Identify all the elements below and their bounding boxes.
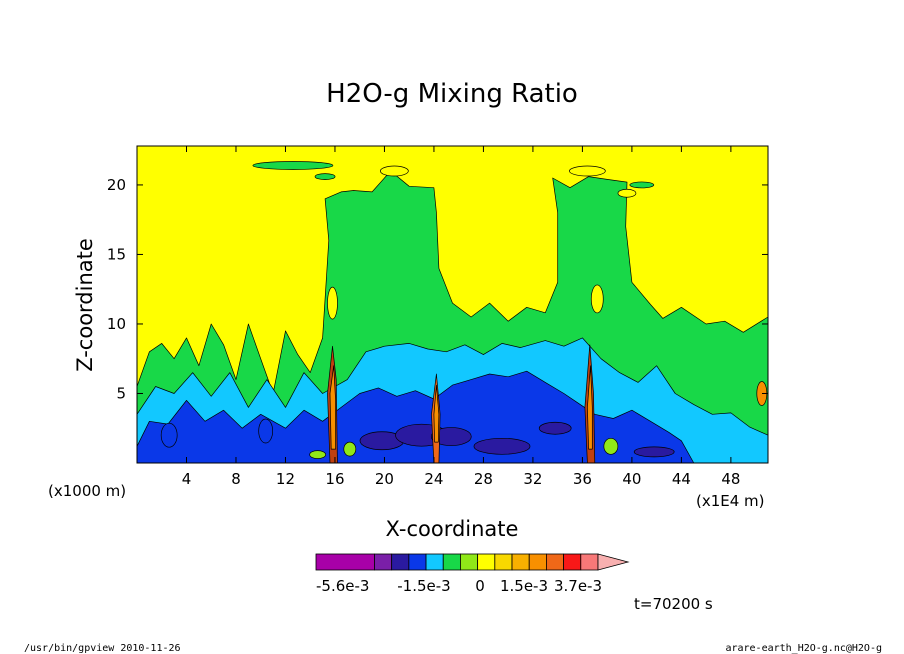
colorbar-swatch bbox=[315, 553, 375, 571]
colorbar-swatch bbox=[528, 553, 547, 571]
colorbar-swatch bbox=[477, 553, 496, 571]
contour-blob bbox=[309, 450, 326, 460]
contour-region bbox=[136, 370, 695, 464]
contour-blob bbox=[633, 446, 675, 458]
colorbar-swatch bbox=[563, 553, 582, 571]
x-tick-label: 28 bbox=[474, 470, 493, 488]
contour-blob bbox=[430, 427, 472, 446]
x-tick-label: 40 bbox=[622, 470, 641, 488]
x-tick-label: 24 bbox=[424, 470, 443, 488]
contour-region bbox=[587, 365, 593, 450]
chart-title: H2O-g Mixing Ratio bbox=[326, 79, 578, 109]
footer-right: arare-earth_H2O-g.nc@H2O-g bbox=[725, 643, 882, 654]
colorbar-label: -5.6e-3 bbox=[316, 577, 369, 595]
x-unit-left: (x1000 m) bbox=[48, 482, 126, 500]
contour-region bbox=[329, 365, 336, 450]
y-axis-ticks: 5 10 15 20 bbox=[107, 176, 768, 402]
colorbar-swatch bbox=[460, 553, 479, 571]
x-tick-label: 8 bbox=[231, 470, 241, 488]
contour-fields bbox=[136, 161, 769, 464]
x-tick-label: 44 bbox=[672, 470, 691, 488]
y-tick-label: 10 bbox=[107, 315, 126, 333]
x-tick-label: 12 bbox=[276, 470, 295, 488]
contour-blob bbox=[617, 188, 637, 198]
y-tick-label: 20 bbox=[107, 176, 126, 194]
plot-frame bbox=[136, 145, 769, 464]
colorbar-swatch bbox=[425, 553, 444, 571]
time-label: t=70200 s bbox=[634, 595, 713, 613]
colorbar-swatch bbox=[546, 553, 565, 571]
x-tick-label: 32 bbox=[523, 470, 542, 488]
colorbar-swatch bbox=[494, 553, 513, 571]
colorbar-arrow bbox=[597, 553, 630, 571]
x-tick-label: 36 bbox=[573, 470, 592, 488]
x-axis-ticks: 4 8 12 16 20 24 28 32 36 40 44 48 bbox=[182, 146, 740, 488]
x-tick-label: 20 bbox=[375, 470, 394, 488]
colorbar-swatch bbox=[374, 553, 393, 571]
colorbar-label: 1.5e-3 bbox=[500, 577, 548, 595]
x-axis-label: X-coordinate bbox=[386, 517, 519, 541]
y-tick-label: 5 bbox=[116, 384, 126, 402]
colorbar-swatch bbox=[391, 553, 410, 571]
contour-blob bbox=[343, 441, 357, 457]
x-tick-label: 4 bbox=[182, 470, 192, 488]
colorbar-swatch bbox=[408, 553, 427, 571]
x-tick-label: 16 bbox=[325, 470, 344, 488]
contour-blob bbox=[160, 422, 178, 448]
x-unit-right: (x1E4 m) bbox=[696, 492, 765, 510]
colorbar-swatch bbox=[511, 553, 530, 571]
contour-blob bbox=[252, 161, 334, 170]
colorbar-swatch bbox=[580, 553, 599, 571]
contour-blob bbox=[569, 165, 606, 177]
x-tick-label: 48 bbox=[721, 470, 740, 488]
colorbar-label: -1.5e-3 bbox=[397, 577, 450, 595]
contour-blob bbox=[629, 181, 655, 189]
contour-blob bbox=[538, 421, 572, 435]
colorbar-label: 0 bbox=[475, 577, 485, 595]
contour-blob bbox=[314, 173, 336, 180]
colorbar-label: 3.7e-3 bbox=[554, 577, 602, 595]
contour-blob bbox=[258, 418, 274, 444]
colorbar-swatch bbox=[442, 553, 461, 571]
contour-blob bbox=[590, 284, 604, 314]
y-tick-label: 15 bbox=[107, 245, 126, 263]
colorbar bbox=[315, 553, 630, 571]
contour-blob bbox=[473, 437, 531, 455]
y-axis-label: Z-coordinate bbox=[73, 238, 97, 372]
contour-blob bbox=[603, 437, 619, 455]
contour-region bbox=[433, 384, 440, 443]
colorbar-labels: -5.6e-3 -1.5e-3 0 1.5e-3 3.7e-3 bbox=[316, 577, 602, 595]
contour-blob bbox=[327, 286, 338, 320]
contour-blob bbox=[379, 165, 409, 177]
footer-left: /usr/bin/gpview 2010-11-26 bbox=[24, 643, 181, 654]
